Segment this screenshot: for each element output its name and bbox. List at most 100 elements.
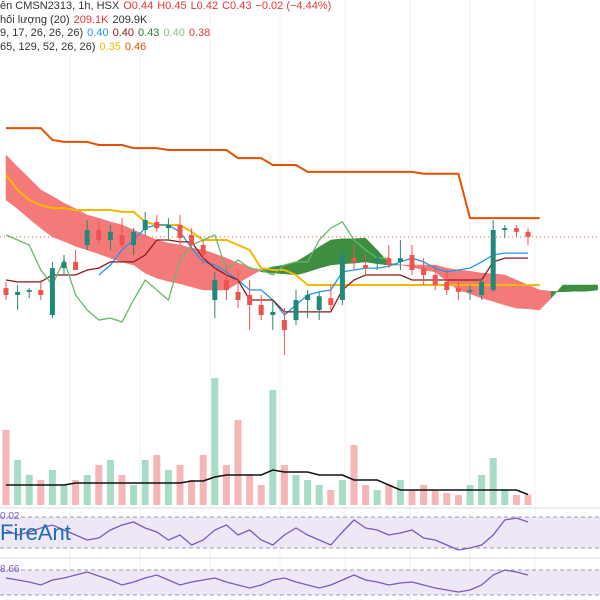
cloud-segment bbox=[156, 239, 169, 282]
volume-bar bbox=[83, 475, 91, 505]
candle-body bbox=[432, 275, 438, 285]
candle-body bbox=[258, 305, 264, 315]
cloud-segment bbox=[585, 284, 598, 292]
volume-bar bbox=[420, 485, 428, 505]
candle-body bbox=[490, 230, 496, 290]
legend-row: hối lượng (20) 209.1K 209.9K bbox=[0, 14, 335, 28]
cloud-segment bbox=[539, 289, 552, 311]
volume-bar bbox=[25, 475, 33, 505]
candle-body bbox=[189, 235, 195, 245]
volume-bar bbox=[373, 490, 381, 505]
volume-bar bbox=[396, 480, 404, 505]
candle-body bbox=[281, 320, 287, 330]
volume-ma-line bbox=[6, 469, 529, 496]
volume-bar bbox=[385, 485, 393, 505]
candle-body bbox=[421, 268, 427, 275]
volume-bar bbox=[269, 390, 277, 505]
candle-body bbox=[351, 258, 357, 262]
volume-bar bbox=[512, 495, 520, 505]
volume-title: hối lượng (20) bbox=[0, 13, 70, 26]
candle-body bbox=[223, 280, 229, 290]
candle-body bbox=[247, 295, 253, 305]
level-label: 8.66 bbox=[0, 564, 20, 575]
candle-body bbox=[270, 311, 276, 315]
candle-body bbox=[38, 290, 44, 295]
cloud-segment bbox=[40, 189, 53, 238]
volume-bar bbox=[304, 480, 312, 505]
candle-body bbox=[363, 265, 369, 269]
candle-body bbox=[235, 291, 241, 300]
candle-body bbox=[84, 230, 90, 245]
volume-bar bbox=[315, 485, 323, 505]
candle-body bbox=[96, 230, 102, 240]
candle-body bbox=[455, 288, 461, 292]
candle-body bbox=[305, 295, 311, 300]
indicator-title: 65, 129, 52, 26, 26) bbox=[0, 40, 96, 53]
cloud-segment bbox=[179, 244, 192, 288]
volume-bar bbox=[362, 485, 370, 505]
volume-bar bbox=[188, 480, 196, 505]
volume-bar bbox=[338, 480, 346, 505]
volume-bar bbox=[489, 458, 497, 505]
candle-body bbox=[328, 298, 334, 305]
legend-value: 0.43 bbox=[138, 27, 160, 39]
legend-value: 209.1K bbox=[73, 13, 109, 26]
volume-bar bbox=[60, 485, 68, 505]
candle-body bbox=[316, 296, 322, 310]
candle-body bbox=[479, 281, 485, 295]
cloud-segment bbox=[168, 242, 181, 285]
volume-bar bbox=[211, 378, 219, 505]
legend-row: ên CMSN2313, 1h, HSX O0.44 H0.45 L0.42 C0.43… bbox=[0, 0, 335, 14]
legend-header: ên CMSN2313, 1h, HSX O0.44 H0.45 L0.42 C0.43… bbox=[0, 0, 335, 54]
candle-body bbox=[15, 291, 21, 295]
candle-body bbox=[73, 261, 79, 270]
change: −0.02 (−4.44%) bbox=[255, 0, 332, 12]
volume-bar bbox=[280, 465, 288, 505]
oscillator-line bbox=[5, 517, 529, 551]
candle-body bbox=[200, 245, 206, 255]
volume-bar bbox=[524, 494, 532, 505]
volume-bar bbox=[443, 493, 451, 505]
legend-value: 209.9K bbox=[112, 13, 148, 26]
candle-body bbox=[386, 258, 392, 265]
cloud-segment bbox=[562, 284, 575, 293]
level-label: 0.02 bbox=[0, 511, 20, 522]
volume-bar bbox=[72, 480, 80, 505]
legend-value: 0.40 bbox=[112, 27, 135, 39]
volume-bar bbox=[431, 490, 439, 505]
volume-bar bbox=[222, 465, 230, 505]
candle-body bbox=[131, 231, 137, 245]
volume-bar bbox=[2, 430, 10, 505]
candle-body bbox=[26, 290, 32, 292]
volume-bar bbox=[14, 460, 22, 505]
legend-value: 0.35 bbox=[99, 40, 121, 53]
volume-bar bbox=[257, 485, 265, 505]
volume-bar bbox=[501, 490, 509, 505]
candle-body bbox=[61, 261, 67, 269]
volume-bar bbox=[37, 480, 45, 505]
legend-value: 0.38 bbox=[188, 27, 211, 39]
candle-body bbox=[525, 231, 531, 237]
volume-bar bbox=[176, 465, 184, 505]
candle-body bbox=[339, 255, 345, 300]
volume-bar bbox=[454, 495, 462, 505]
candle-body bbox=[3, 288, 9, 295]
volume-bar bbox=[48, 470, 56, 505]
volume-bar bbox=[118, 475, 126, 505]
ohlc: O0.44 bbox=[123, 0, 154, 12]
volume-bar bbox=[466, 485, 474, 505]
volume-bar bbox=[95, 465, 103, 505]
candle-body bbox=[444, 281, 450, 290]
candle-body bbox=[374, 258, 380, 262]
ohlc: C0.43 bbox=[222, 0, 252, 12]
volume-bar bbox=[408, 490, 416, 505]
candle-body bbox=[467, 290, 473, 292]
legend-row: 9, 17, 26, 26, 26) 0.40 0.40 0.43 0.40 0.38 bbox=[0, 27, 335, 41]
candle-body bbox=[397, 258, 403, 262]
candle-body bbox=[165, 225, 171, 229]
candle-body bbox=[212, 280, 218, 300]
candle-body bbox=[49, 268, 55, 315]
candle-body bbox=[513, 228, 519, 232]
